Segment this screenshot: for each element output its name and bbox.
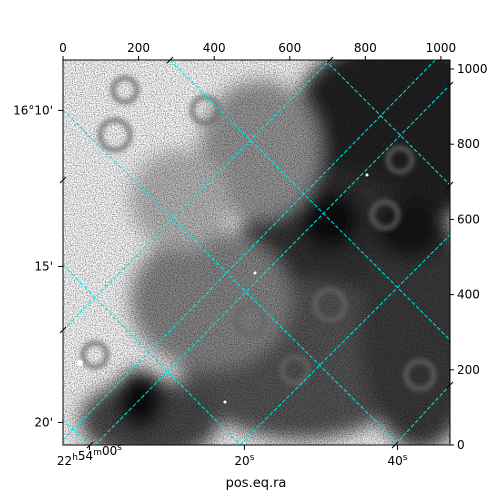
frame-grid-tick [166, 56, 174, 64]
grid-line [94, 84, 450, 445]
frame-grid-tick [446, 381, 454, 389]
right-tick-label: 1000 [457, 62, 488, 76]
ring-features [80, 75, 437, 392]
world-axes: 22h54m00s 20s 40s 16°10' 15' 20' [13, 56, 454, 468]
top-tick-label: 800 [354, 41, 377, 55]
right-tick-label: 200 [457, 363, 480, 377]
grid-line [324, 60, 450, 186]
pixel-axes: 0 200 400 600 800 1000 0 200 400 600 800 1000 [59, 41, 487, 452]
grid-line [239, 234, 450, 445]
bright-spots [77, 173, 369, 404]
grid-line [394, 384, 450, 445]
grid-line [63, 60, 437, 441]
grid-line [63, 264, 241, 445]
right-tick-label: 600 [457, 212, 480, 226]
top-tick-label: 200 [127, 41, 150, 55]
noise-texture [63, 60, 450, 445]
image-plot-area [63, 60, 450, 445]
right-tick-label: 400 [457, 288, 480, 302]
dec-tick-label: 16°10' [13, 103, 53, 117]
top-tick-label: 400 [203, 41, 226, 55]
frame-grid-tick [391, 441, 399, 449]
coordinate-grid [63, 60, 450, 445]
dec-tick-label: 20' [34, 415, 53, 429]
grid-line [63, 419, 91, 445]
frame-grid-tick [59, 176, 67, 184]
grid-line [63, 109, 401, 445]
top-tick-label: 1000 [426, 41, 457, 55]
frame-grid-tick [446, 181, 454, 189]
right-tick-label: 800 [457, 137, 480, 151]
ra-tick-label: 40s [387, 453, 407, 468]
grid-line [63, 60, 331, 331]
plot-frame [62, 59, 451, 446]
x-axis-title: pos.eq.ra [226, 476, 287, 491]
ra-tick-label: 22h54m00s [57, 443, 122, 468]
dec-tick-label: 15' [34, 259, 53, 273]
top-tick-label: 0 [59, 41, 67, 55]
frame-grid-tick [446, 81, 454, 89]
frame-grid-tick [86, 441, 94, 449]
top-tick-label: 600 [278, 41, 301, 55]
ra-tick-label: 20s [234, 453, 254, 468]
right-tick-label: 0 [457, 438, 465, 452]
frame-grid-tick [59, 326, 67, 334]
frame-grid-tick [326, 56, 334, 64]
